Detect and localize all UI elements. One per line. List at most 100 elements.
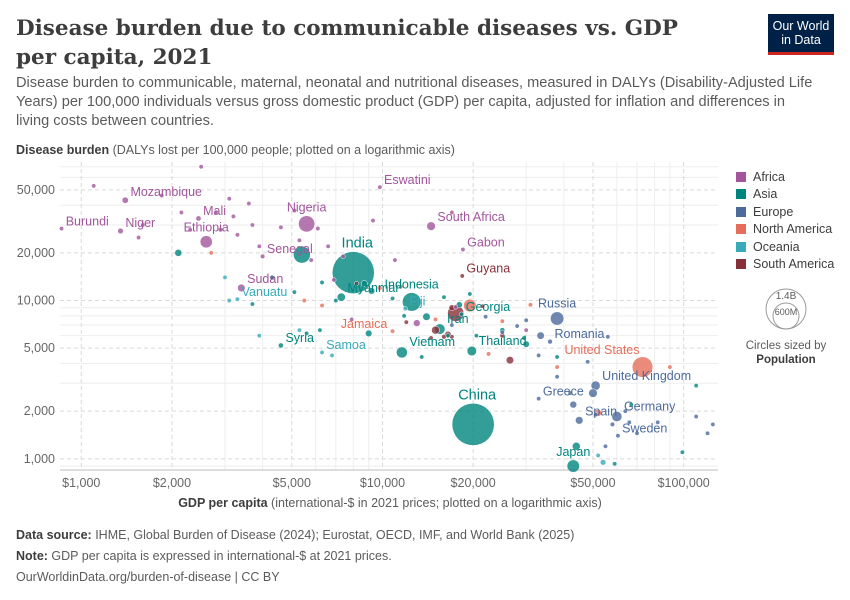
point-label: Vietnam xyxy=(409,335,455,349)
logo-line-1: Our World xyxy=(772,19,830,33)
data-point xyxy=(256,243,262,249)
data-point xyxy=(293,245,311,264)
note-line: Note: GDP per capita is expressed in int… xyxy=(16,549,392,563)
x-axis-label-rest: (international-$ in 2021 prices; plotted… xyxy=(267,496,602,510)
point-label: Russia xyxy=(538,297,576,311)
data-point xyxy=(572,442,581,451)
legend-swatch xyxy=(736,189,746,200)
data-point-united-states xyxy=(631,356,654,378)
data-point xyxy=(585,359,591,365)
data-point xyxy=(483,314,489,320)
data-point xyxy=(413,319,421,327)
legend-item-oceania[interactable]: Oceania xyxy=(736,238,834,256)
data-point xyxy=(609,421,615,427)
legend-swatch xyxy=(736,259,746,270)
data-point xyxy=(296,237,302,243)
point-label: Nigeria xyxy=(287,201,327,215)
point-label: Jamaica xyxy=(341,317,388,331)
x-tick-label: $10,000 xyxy=(360,476,405,490)
legend-label: Oceania xyxy=(753,239,800,254)
data-point-indonesia xyxy=(402,292,422,312)
data-point-greece xyxy=(536,396,542,402)
data-point xyxy=(230,213,236,219)
data-point xyxy=(390,296,395,301)
data-point-mozambique xyxy=(121,196,129,204)
x-tick-label: $100,000 xyxy=(658,476,710,490)
data-point-sudan xyxy=(237,283,246,293)
legend-label: Asia xyxy=(753,187,778,202)
data-point-china xyxy=(451,403,495,446)
data-point xyxy=(213,210,219,215)
data-point xyxy=(331,277,337,283)
data-point xyxy=(569,400,577,409)
x-axis-label-bold: GDP per capita xyxy=(178,496,268,510)
legend-swatch xyxy=(736,224,746,235)
source-text: IHME, Global Burden of Disease (2024); E… xyxy=(91,528,575,542)
data-point xyxy=(419,354,425,360)
data-point xyxy=(291,289,297,295)
data-point xyxy=(365,329,373,337)
data-point xyxy=(603,443,608,449)
x-axis-label: GDP per capita (international-$ in 2021 … xyxy=(0,496,780,510)
size-circle-small xyxy=(772,302,800,330)
data-point-samoa xyxy=(319,349,325,355)
size-caption-text: Circles sized by xyxy=(745,340,827,352)
data-point xyxy=(445,333,451,339)
data-point-eswatini xyxy=(377,184,383,190)
data-point-spain xyxy=(575,416,584,425)
data-point xyxy=(667,364,673,370)
data-point xyxy=(401,313,407,319)
legend-item-africa[interactable]: Africa xyxy=(736,168,834,186)
x-tick-label: $50,000 xyxy=(570,476,615,490)
data-point xyxy=(605,334,611,340)
data-point xyxy=(467,291,473,297)
y-tick-label: 5,000 xyxy=(24,341,55,355)
data-point xyxy=(140,222,146,228)
legend-item-europe[interactable]: Europe xyxy=(736,203,834,221)
data-point xyxy=(449,322,455,328)
data-point xyxy=(505,356,514,365)
data-point-senegal xyxy=(260,253,266,259)
legend-item-south-america[interactable]: South America xyxy=(736,256,834,274)
data-point xyxy=(473,333,479,339)
data-point xyxy=(315,226,321,232)
point-label: Burundi xyxy=(66,214,109,228)
data-point xyxy=(422,312,431,321)
data-point xyxy=(554,354,560,360)
legend-item-asia[interactable]: Asia xyxy=(736,186,834,204)
data-point-vanuatu xyxy=(234,296,240,302)
data-point-niger xyxy=(117,227,124,235)
point-label: Gabon xyxy=(467,235,505,249)
chart-subtitle: Disease burden to communicable, maternal… xyxy=(16,75,813,129)
point-label: Sweden xyxy=(622,421,667,435)
data-point xyxy=(593,412,599,418)
point-label: Iran xyxy=(447,312,469,326)
point-label: India xyxy=(342,236,374,252)
owid-logo[interactable]: Our World in Data xyxy=(768,14,834,55)
point-label: Senegal xyxy=(267,242,313,256)
data-point-ethiopia xyxy=(199,235,213,249)
data-point xyxy=(536,331,545,340)
note-label: Note: xyxy=(16,549,48,563)
point-label: Sudan xyxy=(247,272,283,286)
y-axis-label-rest: (DALYs lost per 100,000 people; plotted … xyxy=(109,143,455,157)
data-point xyxy=(304,330,310,336)
data-point xyxy=(159,193,165,199)
data-point xyxy=(301,298,307,303)
legend-item-north-america[interactable]: North America xyxy=(736,221,834,239)
footer-url[interactable]: OurWorldinData.org/burden-of-disease | C… xyxy=(16,570,280,584)
point-label: Fiji xyxy=(409,294,425,308)
data-point xyxy=(441,294,447,300)
data-point xyxy=(463,298,477,313)
data-point xyxy=(367,287,376,295)
data-point xyxy=(333,298,339,303)
point-label: Indonesia xyxy=(385,278,439,292)
data-point xyxy=(246,201,252,206)
data-point xyxy=(360,280,368,287)
data-point xyxy=(710,421,716,427)
data-point xyxy=(291,208,297,214)
x-tick-label: $5,000 xyxy=(273,476,311,490)
point-label: United Kingdom xyxy=(602,369,691,383)
y-tick-label: 50,000 xyxy=(17,183,55,197)
